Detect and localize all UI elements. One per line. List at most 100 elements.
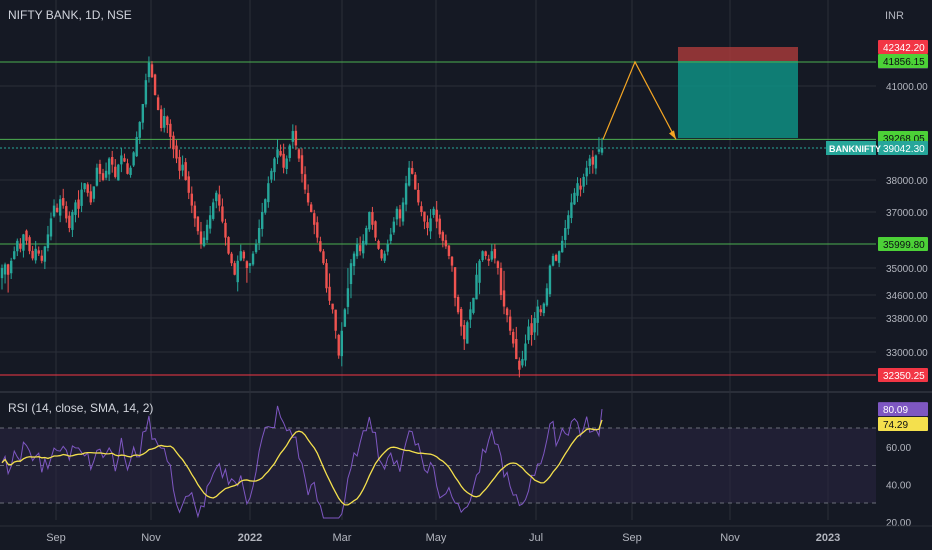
price-axis[interactable]: 41000.00 38000.00 37000.00 35000.00 34600.00… xyxy=(826,40,928,529)
price-tick-3: 35000.00 xyxy=(886,264,928,275)
horizontal-levels[interactable] xyxy=(0,61,876,376)
symbol-tag-text: BANKNIFTY xyxy=(829,144,881,154)
candle-body-151 xyxy=(463,325,466,340)
candle-body-19 xyxy=(58,199,62,216)
candle-body-100 xyxy=(306,192,310,203)
candle-body-164 xyxy=(502,290,506,307)
candle-body-89 xyxy=(273,158,276,173)
candle-body-185 xyxy=(567,215,570,229)
candle-body-102 xyxy=(313,213,316,225)
candle-body-0 xyxy=(0,268,4,279)
candle-body-152 xyxy=(466,322,469,344)
candle-body-35 xyxy=(107,158,111,175)
rsi-lines xyxy=(1,405,603,519)
candle-body-21 xyxy=(65,206,68,219)
candle-body-169 xyxy=(518,360,521,370)
candle-body-33 xyxy=(101,173,105,180)
candle-body-174 xyxy=(533,318,536,333)
time-tick-7: Nov xyxy=(720,532,740,544)
candle-body-76 xyxy=(233,263,236,275)
position-tool[interactable] xyxy=(678,47,798,138)
candle-body-178 xyxy=(545,288,549,306)
rsi-title: RSI (14, close, SMA, 14, 2) xyxy=(8,401,153,415)
level-badge-3-bg xyxy=(878,368,928,382)
candle-body-147 xyxy=(450,256,454,266)
candle-body-50 xyxy=(153,74,157,96)
candle-body-146 xyxy=(447,245,451,256)
candle-body-101 xyxy=(309,204,313,212)
candle-body-65 xyxy=(199,231,203,244)
candle-body-176 xyxy=(539,309,542,313)
candle-body-20 xyxy=(62,198,65,206)
candle-body-64 xyxy=(196,216,200,232)
candle-body-117 xyxy=(358,245,362,252)
candle-body-104 xyxy=(319,241,322,252)
candle-body-166 xyxy=(508,316,512,331)
candle-body-74 xyxy=(227,237,230,254)
price-badge-last: 39042.30 xyxy=(878,141,928,155)
price-tick-5: 33800.00 xyxy=(886,314,928,325)
candle-body-154 xyxy=(472,297,475,313)
currency-label: INR xyxy=(885,10,904,22)
candle-body-16 xyxy=(49,218,53,237)
candle-body-57 xyxy=(175,145,178,159)
candle-body-24 xyxy=(74,202,77,215)
time-axis[interactable]: Sep Nov 2022 Mar May Jul Sep Nov 2023 xyxy=(0,525,932,544)
candle-body-32 xyxy=(98,163,102,174)
price-badge-stop-bg xyxy=(878,40,928,54)
candle-body-61 xyxy=(187,176,190,193)
candle-body-8 xyxy=(25,230,28,241)
candle-body-129 xyxy=(395,208,399,220)
price-tick-0: 41000.00 xyxy=(886,82,928,93)
candle-body-59 xyxy=(181,164,184,171)
candle-body-168 xyxy=(515,339,518,360)
candle-body-123 xyxy=(377,240,380,249)
candle-body-108 xyxy=(331,303,334,310)
candle-body-62 xyxy=(190,193,193,206)
projection-path[interactable] xyxy=(602,60,677,140)
candle-body-86 xyxy=(264,199,267,213)
candle-body-18 xyxy=(55,207,59,212)
candle-body-42 xyxy=(129,167,132,175)
candle-body-135 xyxy=(414,174,417,190)
candle-body-28 xyxy=(86,184,89,193)
candle-body-87 xyxy=(267,183,270,203)
candle-body-187 xyxy=(573,192,576,205)
candle-body-27 xyxy=(83,183,86,190)
candle-body-38 xyxy=(117,164,120,181)
candle-body-26 xyxy=(80,189,83,206)
time-tick-6: Sep xyxy=(622,532,642,544)
candle-body-14 xyxy=(43,246,47,262)
rsi-ma-badge-text: 74.29 xyxy=(883,420,908,431)
price-badge-last-text: 39042.30 xyxy=(883,144,925,155)
candle-body-139 xyxy=(426,222,429,228)
candle-body-11 xyxy=(34,248,37,261)
candle-body-103 xyxy=(316,222,319,238)
rsi-tick-2: 20.00 xyxy=(886,518,911,529)
candle-body-153 xyxy=(469,309,472,320)
level-badge-2-bg xyxy=(878,237,928,251)
symbol-title: NIFTY BANK, 1D, NSE xyxy=(8,8,132,22)
candle-body-82 xyxy=(251,253,255,265)
candle-body-159 xyxy=(487,258,490,261)
candle-body-84 xyxy=(257,227,261,243)
candle-body-92 xyxy=(282,153,285,168)
candle-body-4 xyxy=(13,251,16,260)
time-tick-3: Mar xyxy=(333,532,352,544)
candle-body-98 xyxy=(300,155,304,174)
candle-body-161 xyxy=(493,248,497,259)
candle-body-192 xyxy=(588,158,591,167)
candle-body-9 xyxy=(28,237,31,252)
candle-body-140 xyxy=(429,218,432,232)
candle-body-96 xyxy=(294,130,298,146)
candle-body-41 xyxy=(126,163,129,174)
candle-body-99 xyxy=(303,174,307,190)
target-profit-zone[interactable] xyxy=(678,61,798,138)
candle-body-131 xyxy=(401,202,405,222)
candle-body-46 xyxy=(141,104,145,123)
price-badge-stop-text: 42342.20 xyxy=(883,43,925,54)
stop-loss-zone[interactable] xyxy=(678,47,798,61)
time-tick-2: 2022 xyxy=(238,532,262,544)
projection-line[interactable] xyxy=(602,60,677,140)
